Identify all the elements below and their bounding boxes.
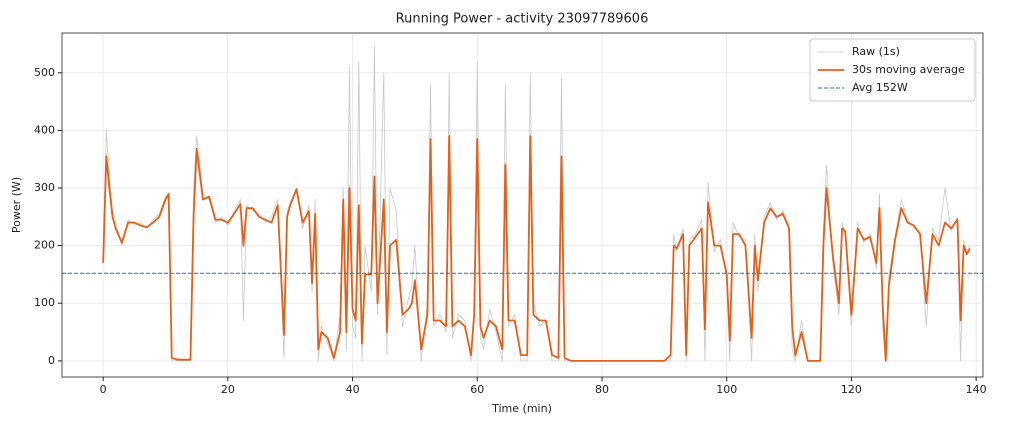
y-tick-label: 0: [48, 354, 55, 367]
x-tick-label: 120: [841, 383, 862, 396]
series-line: [102, 135, 971, 362]
x-tick-label: 60: [470, 383, 484, 396]
x-tick-label: 140: [966, 383, 987, 396]
plot-frame: [61, 32, 984, 378]
x-axis-label: Time (min): [491, 402, 552, 415]
series-line: [102, 46, 971, 362]
y-tick-label: 500: [34, 66, 55, 79]
x-tick-label: 20: [221, 383, 235, 396]
y-axis-label: Power (W): [10, 177, 23, 233]
legend-label: Avg 152W: [852, 81, 908, 94]
legend-box: [809, 38, 976, 102]
legend: Raw (1s) 30s moving average Avg 152W: [809, 38, 976, 102]
chart-title: Running Power - activity 23097789606: [396, 12, 649, 27]
legend-label: 30s moving average: [852, 63, 965, 76]
y-tick-label: 400: [34, 123, 55, 136]
x-tick-label: 100: [716, 383, 737, 396]
x-tick-label: 80: [595, 383, 609, 396]
y-tick-label: 200: [34, 239, 55, 252]
x-tick-label: 40: [346, 383, 360, 396]
x-tick-label: 0: [100, 383, 107, 396]
y-tick-label: 100: [34, 296, 55, 309]
y-tick-label: 300: [34, 181, 55, 194]
legend-label: Raw (1s): [852, 45, 900, 58]
